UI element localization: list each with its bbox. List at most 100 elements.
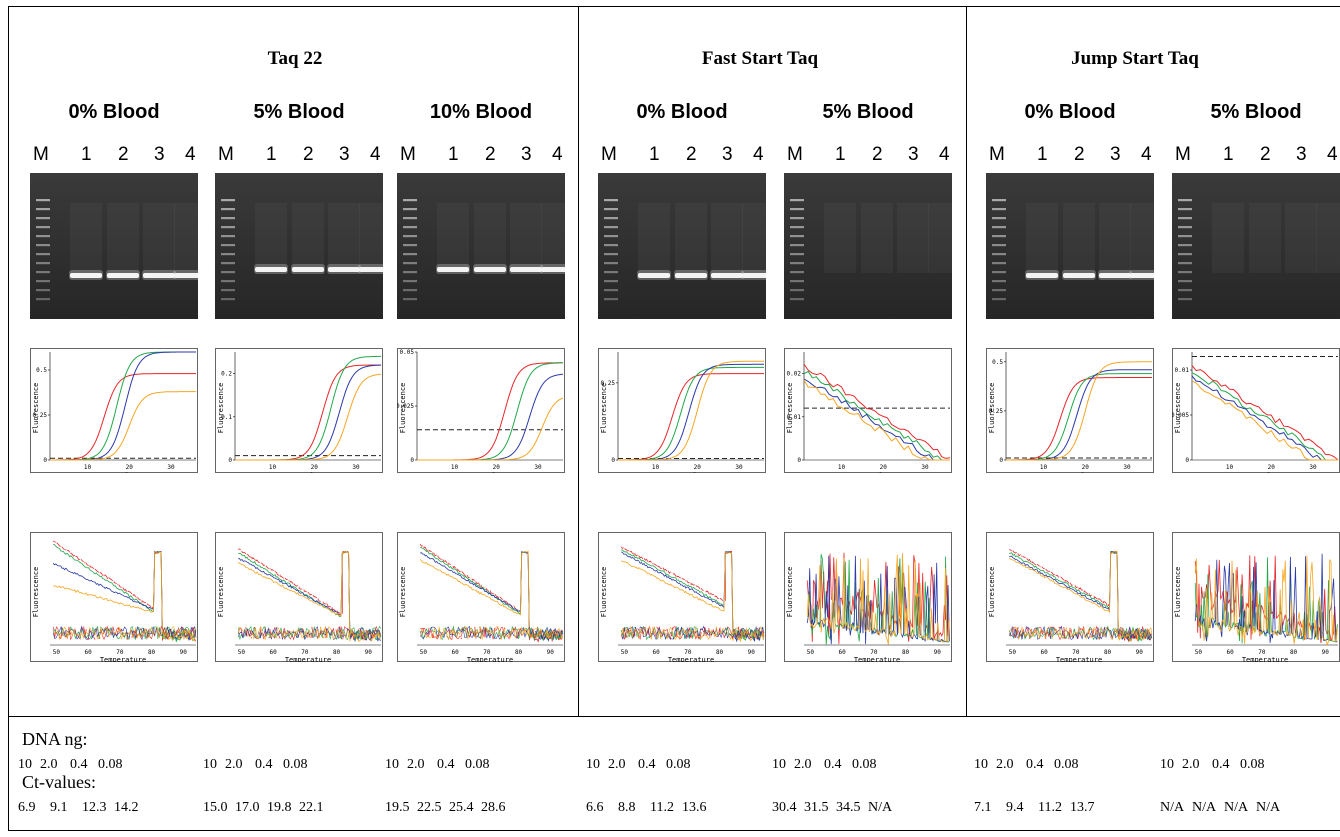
dna-value: 0.08	[666, 757, 691, 772]
x-tick-label: 50	[53, 649, 61, 656]
lane-label: 4	[370, 144, 381, 165]
x-axis-label: Cycle	[297, 472, 318, 473]
y-axis-label: Fluorescence	[988, 567, 996, 618]
ct-value: N/A	[868, 800, 893, 815]
ct-value: 17.0	[235, 800, 260, 815]
melt-curve-svg: Fluorescence 50 60 70 80 90 Temperature	[986, 532, 1154, 664]
plot-border	[215, 532, 383, 662]
x-tick-label: 90	[748, 649, 756, 656]
y-axis-label: Fluorescence	[399, 383, 407, 434]
ladder-band	[36, 226, 50, 229]
dna-value: 10	[18, 757, 32, 772]
x-axis-label: Cycle	[479, 472, 500, 473]
dna-band	[107, 273, 139, 278]
ladder-band	[221, 298, 235, 301]
amplification-curve	[235, 364, 381, 461]
panel-title: 5% Blood	[822, 101, 914, 123]
y-tick-label: 0.25	[989, 408, 1004, 415]
ct-value: 8.8	[618, 800, 636, 815]
plot-border	[215, 348, 383, 473]
dna-value: 0.4	[824, 757, 842, 772]
amplification-svg: Fluorescence 10 20 30 Cycle 0.02 0.01 0	[784, 348, 952, 480]
gel-background	[598, 173, 766, 319]
amplification-plot: Fluorescence 10 20 30 Cycle 0.05 0.025 0	[396, 348, 565, 480]
lane-label: 3	[908, 144, 919, 165]
dna-value: 0.4	[1026, 757, 1044, 772]
ladder-band	[1178, 217, 1192, 220]
amplification-curve	[1006, 361, 1152, 461]
dna-band	[255, 267, 287, 272]
ladder-band	[790, 253, 804, 256]
lane-label: 2	[303, 144, 314, 165]
x-tick-label: 70	[1258, 649, 1266, 656]
x-tick-label: 90	[1322, 649, 1330, 656]
ladder-band	[604, 289, 618, 292]
ladder-band	[403, 244, 417, 247]
dna-value: 2.0	[407, 757, 425, 772]
amplification-curve	[417, 362, 563, 461]
dna-band	[1063, 273, 1095, 278]
group-title: Taq 22	[267, 48, 323, 69]
ladder-band	[221, 289, 235, 292]
x-tick-label: 60	[451, 649, 459, 656]
ladder-band	[992, 235, 1006, 238]
x-tick-label: 10	[269, 464, 277, 471]
melt-curve-svg: Fluorescence 50 60 70 80 90 Temperature	[784, 532, 952, 664]
ladder-band	[1178, 253, 1192, 256]
x-axis-label: Cycle	[112, 472, 133, 473]
amplification-curve	[50, 351, 196, 461]
gel-image	[30, 173, 198, 319]
dna-band	[711, 273, 743, 278]
dna-value: 2.0	[40, 757, 58, 772]
dna-band	[1099, 273, 1131, 278]
dna-band	[742, 273, 766, 278]
lane-label: 2	[485, 144, 496, 165]
dna-value: 10	[1160, 757, 1174, 772]
lane-smear	[174, 203, 198, 273]
x-tick-label: 20	[1268, 464, 1276, 471]
x-tick-label: 90	[934, 649, 942, 656]
x-axis-label: Temperature	[100, 656, 146, 662]
dna-value: 10	[974, 757, 988, 772]
ladder-band	[992, 280, 1006, 283]
ladder-band	[992, 298, 1006, 301]
amplification-curve	[235, 364, 382, 461]
y-tick-label: 0	[410, 457, 414, 464]
ladder-band	[604, 235, 618, 238]
melt-noise	[237, 625, 382, 641]
ladder-band	[790, 244, 804, 247]
x-tick-label: 30	[167, 464, 175, 471]
y-tick-label: 0	[797, 457, 801, 464]
ladder-band	[36, 280, 50, 283]
gel-background	[215, 173, 383, 319]
y-tick-label: 0.02	[787, 371, 802, 378]
ladder-band	[992, 199, 1006, 202]
y-tick-label: 0.5	[992, 359, 1003, 366]
x-tick-label: 70	[1072, 649, 1080, 656]
dna-band	[70, 273, 102, 278]
ct-value: N/A	[1224, 800, 1249, 815]
ct-value: 30.4	[772, 800, 797, 815]
y-tick-label: 0.2	[221, 371, 232, 378]
dna-band	[675, 273, 707, 278]
ladder-band	[790, 289, 804, 292]
plot-border	[1172, 348, 1340, 473]
gel-svg	[215, 173, 383, 319]
amplification-curve	[1191, 380, 1338, 461]
gel-image	[397, 173, 565, 319]
dna-band	[174, 273, 198, 278]
amplification-svg: Fluorescence 10 20 30 Cycle 0.05 0.025 0	[396, 348, 565, 480]
melt-curve	[420, 550, 563, 642]
amplification-svg: Fluorescence 10 20 30 Cycle 0.01 0.005 0	[1171, 348, 1340, 480]
dna-value: 10	[586, 757, 600, 772]
x-tick-label: 30	[1309, 464, 1317, 471]
melt-noise	[419, 625, 564, 641]
melt-curve	[237, 550, 381, 642]
lane-label: M	[1175, 144, 1191, 165]
ladder-band	[1178, 298, 1192, 301]
dna-value: 0.4	[1212, 757, 1230, 772]
ladder-band	[221, 253, 235, 256]
ladder-band	[992, 253, 1006, 256]
x-axis-label: Cycle	[1254, 472, 1275, 473]
x-tick-label: 10	[84, 464, 92, 471]
